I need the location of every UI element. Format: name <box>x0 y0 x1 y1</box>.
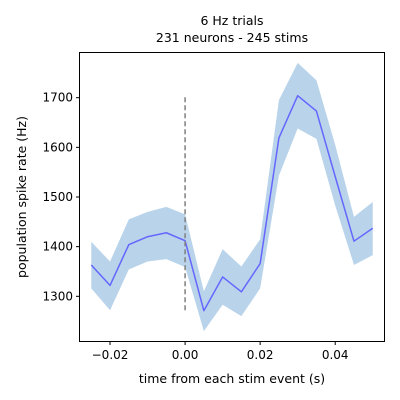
x-axis-ticks: −0.02 0.00 0.02 0.04 <box>92 341 349 362</box>
axes-frame <box>79 52 385 342</box>
confidence-band <box>91 62 373 332</box>
x-tick-label: 0.04 <box>322 348 349 362</box>
x-tick-label: 0.00 <box>172 348 199 362</box>
x-tick-label: −0.02 <box>92 348 129 362</box>
y-tick-label: 1600 <box>42 140 73 154</box>
chart-subtitle: 231 neurons - 245 stims <box>156 30 308 45</box>
y-axis-label: population spike rate (Hz) <box>14 116 29 278</box>
y-axis-ticks: 1300 1400 1500 1600 1700 <box>42 91 80 303</box>
y-tick-label: 1500 <box>42 190 73 204</box>
x-tick-label: 0.02 <box>247 348 274 362</box>
series-line <box>90 94 374 312</box>
plot-area <box>90 62 374 332</box>
x-axis-label: time from each stim event (s) <box>139 371 325 386</box>
y-tick-label: 1700 <box>42 91 73 105</box>
chart-title: 6 Hz trials <box>200 13 263 28</box>
y-tick-label: 1300 <box>42 289 73 303</box>
y-tick-label: 1400 <box>42 240 73 254</box>
